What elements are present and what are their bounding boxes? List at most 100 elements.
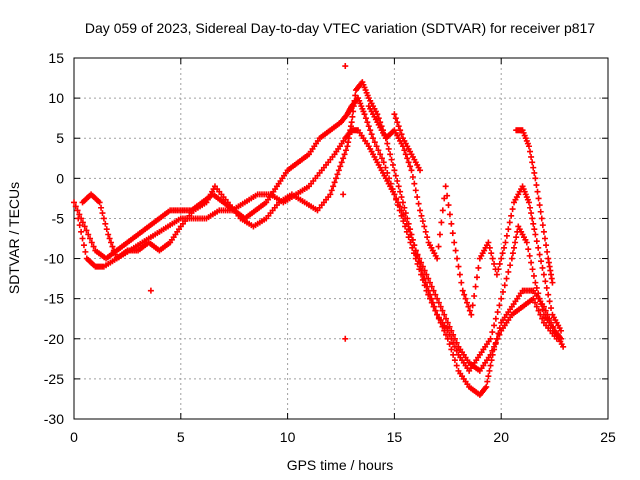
data-point-arc-d [446,211,453,218]
data-point-arc-c [494,309,501,316]
data-point-arc-c [415,258,422,265]
data-point-arc-d [540,271,547,278]
data-point-arc-d [525,199,532,206]
data-point-arc-c [333,175,340,182]
data-point-arc-d [530,220,537,227]
data-point-arc-a [542,307,549,314]
data-point-arc-d [527,204,534,211]
data-point-arc-d [419,218,426,225]
y-tick-label: 0 [56,170,64,186]
data-point-arc-c [523,239,530,246]
data-point-arc-d [436,231,443,238]
data-point-arc-c [407,226,414,233]
data-point-arc-e [534,188,541,195]
data-point-arc-c [392,172,399,179]
data-point-arc-f [395,123,402,130]
data-point-arc-c [399,199,406,206]
data-point-arc-a [72,203,79,210]
data-point-arc-d [439,207,446,214]
data-point-arc-d [548,305,555,312]
data-point-arc-c [422,279,429,286]
data-point-arc-c [112,251,119,258]
data-point-arc-a [373,143,380,150]
data-point-arc-c [106,235,113,242]
data-point-arc-f [417,167,424,174]
data-point-arc-a [382,164,389,171]
plot-frame [73,57,609,420]
data-point-arc-c [418,267,425,274]
data-point-arc-a [485,373,492,380]
data-point-arc-d [414,194,421,201]
data-point-arc-c [348,119,355,126]
data-point-arc-a [453,362,460,369]
data-points [71,63,567,398]
data-point-arc-c [96,199,103,206]
data-point-arc-e [530,164,537,171]
data-point-arc-c [349,113,356,120]
data-point-arc-d [451,239,458,246]
y-axis-label: SDTVAR / TECUs [6,182,22,294]
data-point-arc-e [533,182,540,189]
data-point-arc-d [424,234,431,241]
data-point-arc-c [509,250,516,257]
data-point-arc-c [487,335,494,342]
data-point-arc-d [461,291,468,298]
data-point-arc-c [102,220,109,227]
data-point-arc-c [501,282,508,289]
y-tick-label: -20 [44,331,64,347]
data-point-arc-d [452,247,459,254]
data-point-arc-a [368,131,375,138]
data-point-arc-d [499,250,506,257]
data-point-arc-c [529,266,536,273]
data-point-arc-e [539,222,546,229]
grid-lines [74,58,608,419]
data-point-arc-c [539,306,546,313]
data-point-arc-e [536,202,543,209]
data-point-arc-c [411,242,418,249]
data-point-arc-c [451,343,458,350]
data-point-arc-a [365,123,372,130]
data-point-arc-b [80,242,87,249]
data-point-arc-d [546,298,553,305]
data-point-arc-d [473,274,480,281]
data-point-arc-e [543,242,550,249]
data-point-arc-c [492,315,499,322]
data-point-arc-a [83,227,90,234]
data-point-arc-c [560,343,567,350]
data-point-arc-d [402,151,409,158]
data-point-arc-d [412,187,419,194]
data-point-arc-c [512,239,519,246]
data-point-arc-c [327,191,334,198]
data-point-arc-d [493,271,500,278]
data-point-arc-c [335,167,342,174]
data-point-arc-b [487,351,494,358]
data-point-arc-a [71,199,77,206]
data-point-arc-d [485,239,492,246]
data-point-arc-c [429,299,436,306]
data-point-arc-d [444,192,451,199]
data-point-arc-c [389,161,396,168]
data-point-arc-b [391,191,398,198]
data-point-arc-d [466,307,473,314]
data-point-arc-d [535,244,542,251]
data-point-arc-b [434,295,441,302]
data-point-arc-c [528,259,535,266]
data-point-arc-d [505,226,512,233]
data-point-arc-c [417,263,424,270]
data-point-arc-d [417,207,424,214]
data-point-arc-c [384,140,391,147]
data-point-arc-b [444,319,451,326]
data-point-arc-b [535,307,542,314]
data-point-arc-b [533,303,540,310]
data-point-arc-b [491,343,498,350]
data-point-arc-d [407,163,414,170]
data-point-arc-d [538,258,545,265]
data-point-arc-e [532,175,539,182]
data-point-arc-c [421,275,428,282]
data-point-arc-d [445,202,452,209]
data-point-arc-c [499,288,506,295]
data-point-arc-d [503,232,510,239]
data-point-arc-b [437,303,444,310]
data-point-arc-c [453,347,460,354]
data-point-arc-d [486,244,493,251]
